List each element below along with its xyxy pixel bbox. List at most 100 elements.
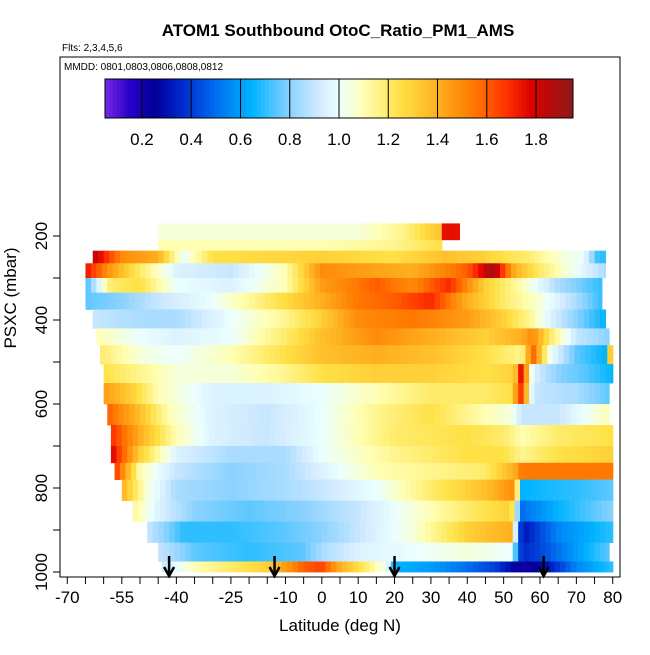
x-tick-label: -55 [110, 588, 135, 607]
heatmap-cell [321, 521, 328, 543]
heatmap-cell [394, 345, 401, 365]
heatmap-cell [407, 404, 414, 426]
heatmap-cell [454, 425, 461, 447]
colorbar-segment [467, 79, 473, 118]
heatmap-cell [496, 309, 503, 329]
heatmap-cell [592, 328, 599, 346]
heatmap-cell [321, 462, 328, 480]
heatmap-cell [307, 345, 314, 365]
heatmap-cell [361, 500, 368, 522]
heatmap-cell [590, 479, 597, 501]
heatmap-cell [478, 561, 485, 573]
heatmap-cell [369, 404, 376, 426]
heatmap-cell [101, 263, 108, 279]
heatmap-cell [541, 500, 548, 522]
heatmap-cell [421, 479, 428, 501]
heatmap-cell [96, 278, 103, 294]
colorbar-segment [144, 79, 149, 118]
heatmap-cell [269, 500, 276, 522]
heatmap-cell [463, 309, 470, 329]
heatmap-cell [172, 404, 179, 426]
heatmap-cell [340, 345, 347, 365]
heatmap-cell [107, 328, 114, 346]
heatmap-cell [445, 404, 452, 426]
heatmap-cell [296, 500, 303, 522]
colorbar-segment [225, 79, 231, 118]
heatmap-cell [534, 383, 541, 405]
heatmap-cell [129, 278, 136, 294]
heatmap-cell [227, 561, 234, 573]
heatmap-cell [221, 278, 228, 294]
heatmap-cell [152, 383, 159, 405]
heatmap-cell [147, 462, 154, 480]
colorbar-segment [292, 79, 297, 118]
heatmap-cell [516, 404, 523, 426]
colorbar-segment [335, 79, 340, 118]
heatmap-cell [298, 561, 305, 573]
heatmap-cell [330, 404, 337, 426]
heatmap-cell [572, 542, 579, 562]
colorbar-segment [210, 79, 215, 118]
heatmap-cell [327, 223, 334, 241]
heatmap-cell [150, 328, 157, 346]
heatmap-cell [527, 278, 534, 294]
heatmap-cell [489, 561, 496, 573]
heatmap-cell [527, 561, 534, 573]
heatmap-cell [449, 446, 456, 464]
heatmap-band [85, 278, 603, 294]
heatmap-cell [292, 328, 299, 346]
heatmap-cell [423, 328, 430, 346]
heatmap-cell [318, 479, 325, 501]
heatmap-cell [380, 292, 387, 310]
heatmap-cell [363, 292, 370, 310]
heatmap-cell [554, 404, 561, 426]
heatmap-cell [492, 345, 499, 365]
heatmap-cell [396, 404, 403, 426]
heatmap-cell [107, 278, 114, 294]
heatmap-cell [572, 521, 579, 543]
colorbar-segment [159, 79, 164, 118]
heatmap-cell [392, 542, 399, 562]
heatmap-cell [223, 250, 230, 264]
heatmap-cell [232, 292, 239, 310]
heatmap-cell [180, 364, 187, 384]
colorbar-segment [354, 79, 359, 118]
heatmap-cell [525, 446, 532, 464]
heatmap-cell [170, 446, 177, 464]
heatmap-cell [243, 328, 250, 346]
heatmap-cell [250, 383, 257, 405]
heatmap-cell [250, 462, 257, 480]
heatmap-cell [498, 345, 505, 365]
heatmap-cell [332, 364, 339, 384]
heatmap-cell [245, 364, 252, 384]
heatmap-cell [454, 345, 461, 365]
heatmap-cell [387, 250, 394, 264]
heatmap-cell [569, 345, 576, 365]
heatmap-cell [367, 446, 374, 464]
heatmap-cell [229, 250, 236, 264]
heatmap-cell [198, 500, 205, 522]
heatmap-cell [221, 292, 228, 310]
colorbar-segment [502, 79, 508, 118]
heatmap-cell [520, 500, 527, 522]
heatmap-cell [280, 479, 287, 501]
heatmap-cell [598, 263, 605, 279]
heatmap-cell [543, 328, 550, 346]
heatmap-cell [538, 263, 545, 279]
heatmap-cell [118, 292, 125, 310]
heatmap-cell [276, 263, 283, 279]
colorbar-segment [428, 79, 434, 118]
heatmap-cell [594, 309, 601, 329]
heatmap-cell [487, 500, 494, 522]
down-arrow-icon [388, 556, 401, 579]
heatmap-cell [554, 292, 561, 310]
heatmap-cell [307, 425, 314, 447]
heatmap-cell [174, 383, 181, 405]
heatmap-cell [560, 561, 567, 573]
heatmap-cell [330, 278, 337, 294]
heatmap-cell [185, 542, 192, 562]
heatmap-cell [240, 223, 247, 241]
heatmap-cell [138, 446, 145, 464]
heatmap-cell [341, 328, 348, 346]
